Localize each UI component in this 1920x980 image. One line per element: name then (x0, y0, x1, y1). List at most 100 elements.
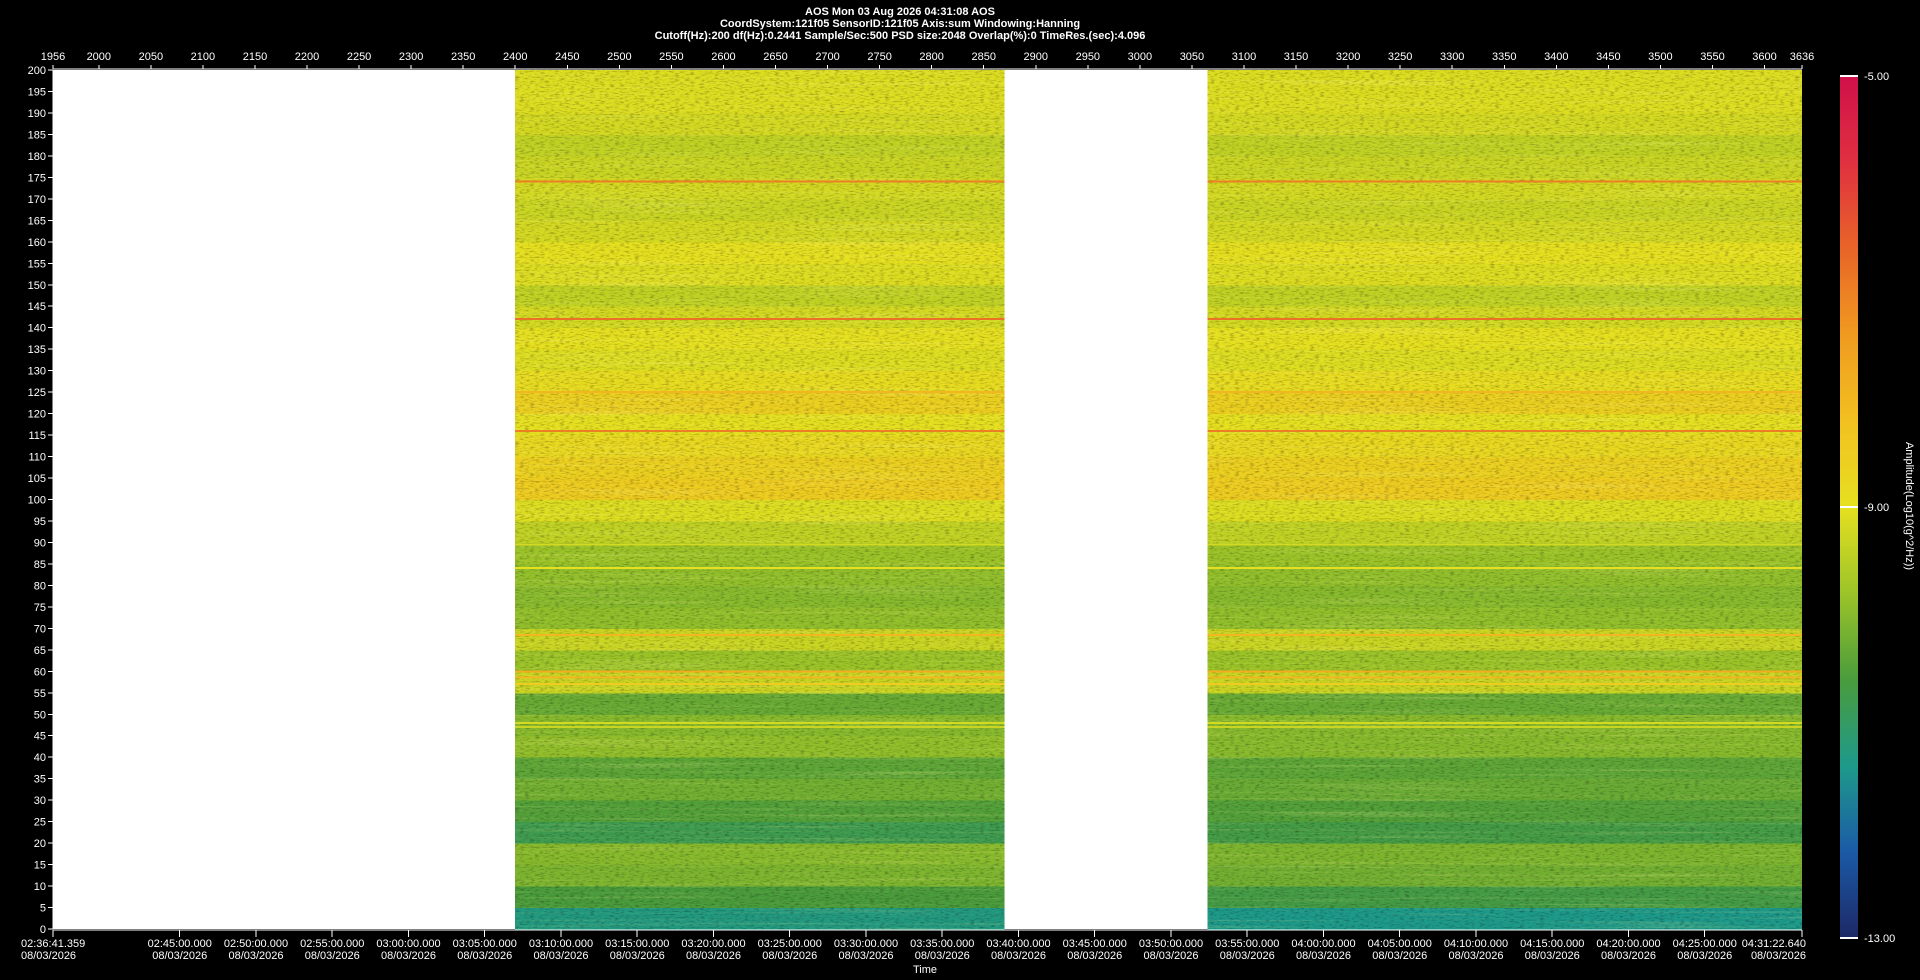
x2-tick-label: 03:15:00.000 (605, 938, 669, 950)
x-tick-label: 3200 (1336, 51, 1360, 63)
x-tick-label: 2550 (659, 51, 683, 63)
y-tick-label: 40 (34, 752, 46, 764)
x2-tick-date: 08/03/2026 (838, 950, 893, 962)
x2-tick-date: 08/03/2026 (1601, 950, 1656, 962)
y-tick-label: 30 (34, 795, 46, 807)
x2-tick-label: 02:45:00.000 (148, 938, 212, 950)
y-tick-label: 85 (34, 559, 46, 571)
x-tick-label: 3150 (1284, 51, 1308, 63)
x-tick-label: 2250 (347, 51, 371, 63)
y-tick-label: 185 (28, 129, 46, 141)
x-tick-label: 2950 (1076, 51, 1100, 63)
y-tick-label: 160 (28, 237, 46, 249)
spectral-line (1207, 567, 1802, 570)
x-tick-label: 2200 (295, 51, 319, 63)
x-tick-label: 3100 (1232, 51, 1256, 63)
spectral-line (1207, 676, 1802, 679)
x2-tick-date: 08/03/2026 (457, 950, 512, 962)
x-tick-label: 2600 (711, 51, 735, 63)
x-tick-label: 3600 (1752, 51, 1776, 63)
x2-tick-label: 02:50:00.000 (224, 938, 288, 950)
y-tick-label: 50 (34, 709, 46, 721)
x2-tick-date: 08/03/2026 (152, 950, 207, 962)
texture (515, 70, 1005, 929)
colorbar-label: Amplitude(Log10(g^2/Hz)) (1903, 442, 1915, 570)
x2-tick-date: 08/03/2026 (915, 950, 970, 962)
y-tick-label: 180 (28, 151, 46, 163)
y-tick-label: 130 (28, 366, 46, 378)
y-tick-label: 155 (28, 258, 46, 270)
y-tick-label: 100 (28, 495, 46, 507)
x-tick-label: 3450 (1596, 51, 1620, 63)
subtitle: CoordSystem:121f05 SensorID:121f05 Axis:… (720, 18, 1080, 30)
x-axis-label: Time (913, 964, 937, 976)
x2-tick-date: 08/03/2026 (381, 950, 436, 962)
x-tick-label: 3400 (1544, 51, 1568, 63)
x2-tick-label: 03:30:00.000 (834, 938, 898, 950)
x2-tick-label: 04:00:00.000 (1291, 938, 1355, 950)
y-tick-label: 65 (34, 645, 46, 657)
spectral-line (515, 567, 1005, 570)
x2-tick-date: 08/03/2026 (1067, 950, 1122, 962)
y-tick-label: 145 (28, 301, 46, 313)
x2-tick-label: 02:55:00.000 (300, 938, 364, 950)
y-tick-label: 195 (28, 86, 46, 98)
x2-tick-label: 04:05:00.000 (1368, 938, 1432, 950)
x-tick-label: 2150 (243, 51, 267, 63)
texture (1207, 70, 1802, 929)
spectral-line (515, 429, 1005, 432)
colorbar-tick-label: -5.00 (1864, 71, 1889, 83)
x-tick-label: 3050 (1180, 51, 1204, 63)
y-tick-label: 10 (34, 881, 46, 893)
x-tick-label: 1956 (41, 51, 65, 63)
y-tick-label: 165 (28, 215, 46, 227)
x-tick-label: 2750 (867, 51, 891, 63)
x2-tick-date: 08/03/2026 (762, 950, 817, 962)
x-tick-label: 3636 (1790, 51, 1814, 63)
x-tick-label: 3500 (1648, 51, 1672, 63)
y-tick-label: 0 (40, 924, 46, 936)
y-tick-label: 60 (34, 666, 46, 678)
y-tick-label: 110 (28, 452, 46, 464)
x2-tick-label: 04:15:00.000 (1520, 938, 1584, 950)
x2-tick-label: 03:45:00.000 (1063, 938, 1127, 950)
spectral-line (1207, 391, 1802, 394)
x2-tick-date: 08/03/2026 (1751, 950, 1806, 962)
x2-tick-label: 03:20:00.000 (681, 938, 745, 950)
colorbar-tick-label: -9.00 (1864, 502, 1889, 514)
x2-tick-label: 04:25:00.000 (1673, 938, 1737, 950)
x2-tick-label: 03:50:00.000 (1139, 938, 1203, 950)
spectral-line (515, 721, 1005, 724)
y-tick-label: 175 (28, 172, 46, 184)
y-tick-label: 80 (34, 580, 46, 592)
spectral-line (1207, 318, 1802, 321)
x2-tick-date: 08/03/2026 (533, 950, 588, 962)
x-tick-label: 2800 (919, 51, 943, 63)
spectral-line (515, 180, 1005, 183)
spectral-line (1207, 683, 1802, 686)
x2-tick-label: 02:36:41.359 (21, 938, 85, 950)
subtitle: Cutoff(Hz):200 df(Hz):0.2441 Sample/Sec:… (655, 30, 1146, 42)
spectral-line (515, 318, 1005, 321)
x2-tick-date: 08/03/2026 (1143, 950, 1198, 962)
y-tick-label: 125 (28, 387, 46, 399)
y-tick-label: 55 (34, 688, 46, 700)
x2-tick-date: 08/03/2026 (1525, 950, 1580, 962)
y-tick-label: 135 (28, 344, 46, 356)
x2-tick-date: 08/03/2026 (21, 950, 76, 962)
y-tick-label: 105 (28, 473, 46, 485)
spectral-line (515, 683, 1005, 686)
x2-tick-label: 03:40:00.000 (986, 938, 1050, 950)
x2-tick-label: 04:20:00.000 (1596, 938, 1660, 950)
x2-tick-date: 08/03/2026 (686, 950, 741, 962)
spectral-line (1207, 726, 1802, 729)
y-tick-label: 115 (28, 430, 46, 442)
x2-tick-date: 08/03/2026 (305, 950, 360, 962)
spectral-line (1207, 670, 1802, 673)
spectral-line (515, 670, 1005, 673)
y-tick-label: 15 (34, 860, 46, 872)
y-tick-label: 20 (34, 838, 46, 850)
x-tick-label: 3350 (1492, 51, 1516, 63)
